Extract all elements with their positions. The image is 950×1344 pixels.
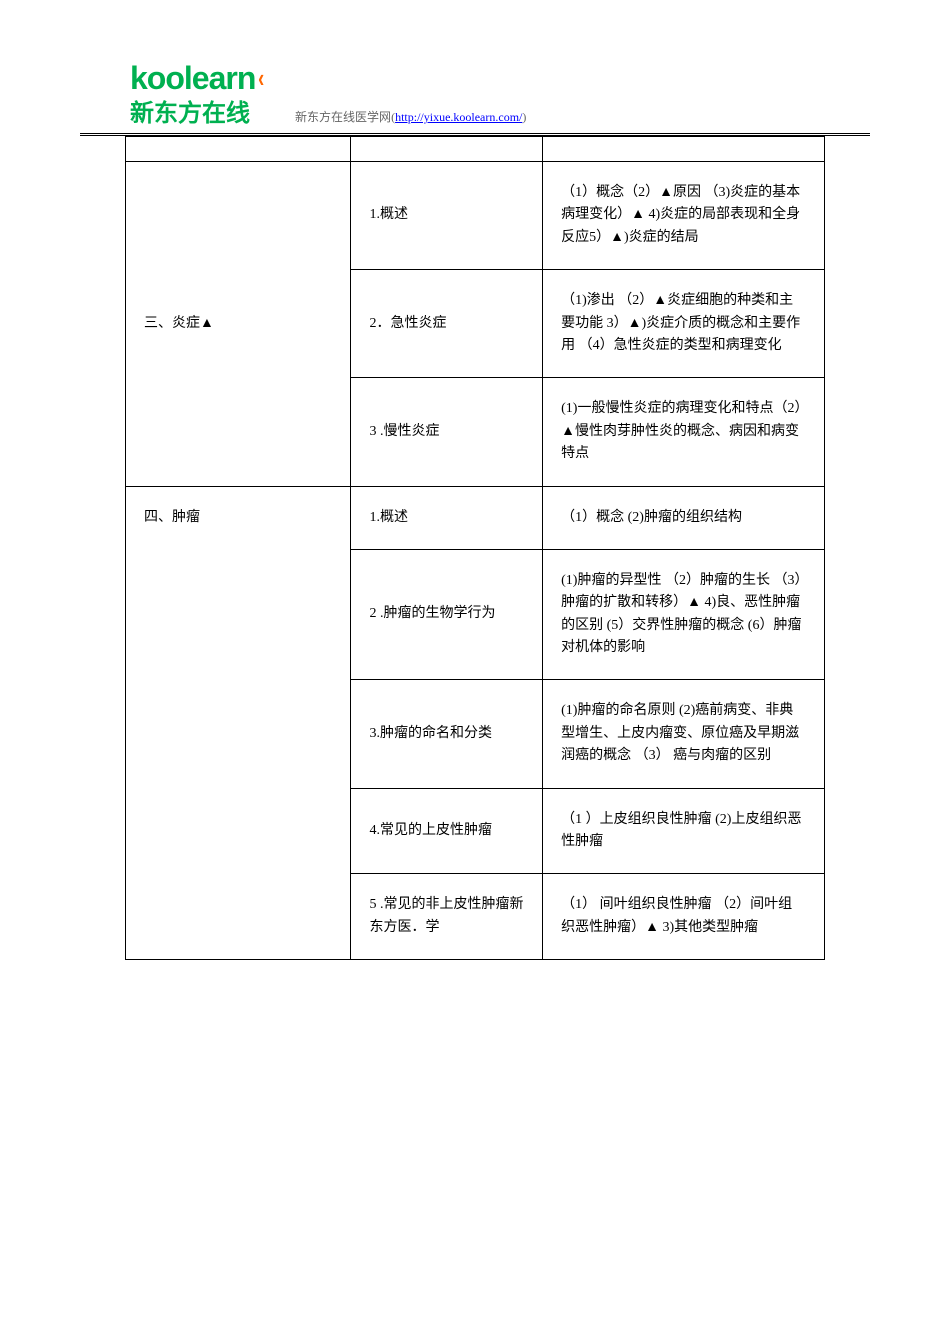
logo: koolearn‹ 新东方在线 [130,60,265,128]
section-title-cell: 三、炎症▲ [126,162,351,487]
cell [351,137,543,162]
table-row: 三、炎症▲ 1.概述 （1）概念（2）▲原因 （3)炎症的基本病理变化）▲ 4)… [126,162,825,270]
site-link[interactable]: http://yixue.koolearn.com/ [395,110,522,124]
cell: （1)渗出 （2）▲炎症细胞的种类和主要功能 3）▲)炎症介质的概念和主要作用 … [543,270,825,378]
cell [126,137,351,162]
cell: 2 .肿瘤的生物学行为 [351,549,543,680]
cell: （1）概念（2）▲原因 （3)炎症的基本病理变化）▲ 4)炎症的局部表现和全身反… [543,162,825,270]
logo-text-bottom: 新东方在线 [130,93,250,128]
table-row: 四、肿瘤 1.概述 （1）概念 (2)肿瘤的组织结构 [126,486,825,549]
cell: (1)肿瘤的命名原则 (2)癌前病变、非典型增生、上皮内瘤变、原位癌及早期滋润癌… [543,680,825,788]
header-site-text: 新东方在线医学网(http://yixue.koolearn.com/) [295,108,526,128]
cell: 3 .慢性炎症 [351,378,543,486]
table-container: 三、炎症▲ 1.概述 （1）概念（2）▲原因 （3)炎症的基本病理变化）▲ 4)… [80,133,870,960]
cell: 1.概述 [351,486,543,549]
cell: （1）概念 (2)肿瘤的组织结构 [543,486,825,549]
cell: 1.概述 [351,162,543,270]
cell: (1)肿瘤的异型性 （2）肿瘤的生长 （3）肿瘤的扩散和转移）▲ 4)良、恶性肿… [543,549,825,680]
section-title-cell: 四、肿瘤 [126,486,351,960]
cell: （1） 间叶组织良性肿瘤 （2）间叶组织恶性肿瘤）▲ 3)其他类型肿瘤 [543,874,825,960]
cell: (1)一般慢性炎症的病理变化和特点（2）▲慢性肉芽肿性炎的概念、病因和病变特点 [543,378,825,486]
cell: （1 ）上皮组织良性肿瘤 (2)上皮组织恶性肿瘤 [543,788,825,874]
cell: 2．急性炎症 [351,270,543,378]
cell: 3.肿瘤的命名和分类 [351,680,543,788]
cell: 5 .常见的非上皮性肿瘤新东方医．学 [351,874,543,960]
table-row [126,137,825,162]
cell [543,137,825,162]
page-header: koolearn‹ 新东方在线 新东方在线医学网(http://yixue.ko… [80,60,870,128]
logo-text-top: koolearn‹ [130,60,265,97]
syllabus-table: 三、炎症▲ 1.概述 （1）概念（2）▲原因 （3)炎症的基本病理变化）▲ 4)… [125,136,825,960]
cell: 4.常见的上皮性肿瘤 [351,788,543,874]
